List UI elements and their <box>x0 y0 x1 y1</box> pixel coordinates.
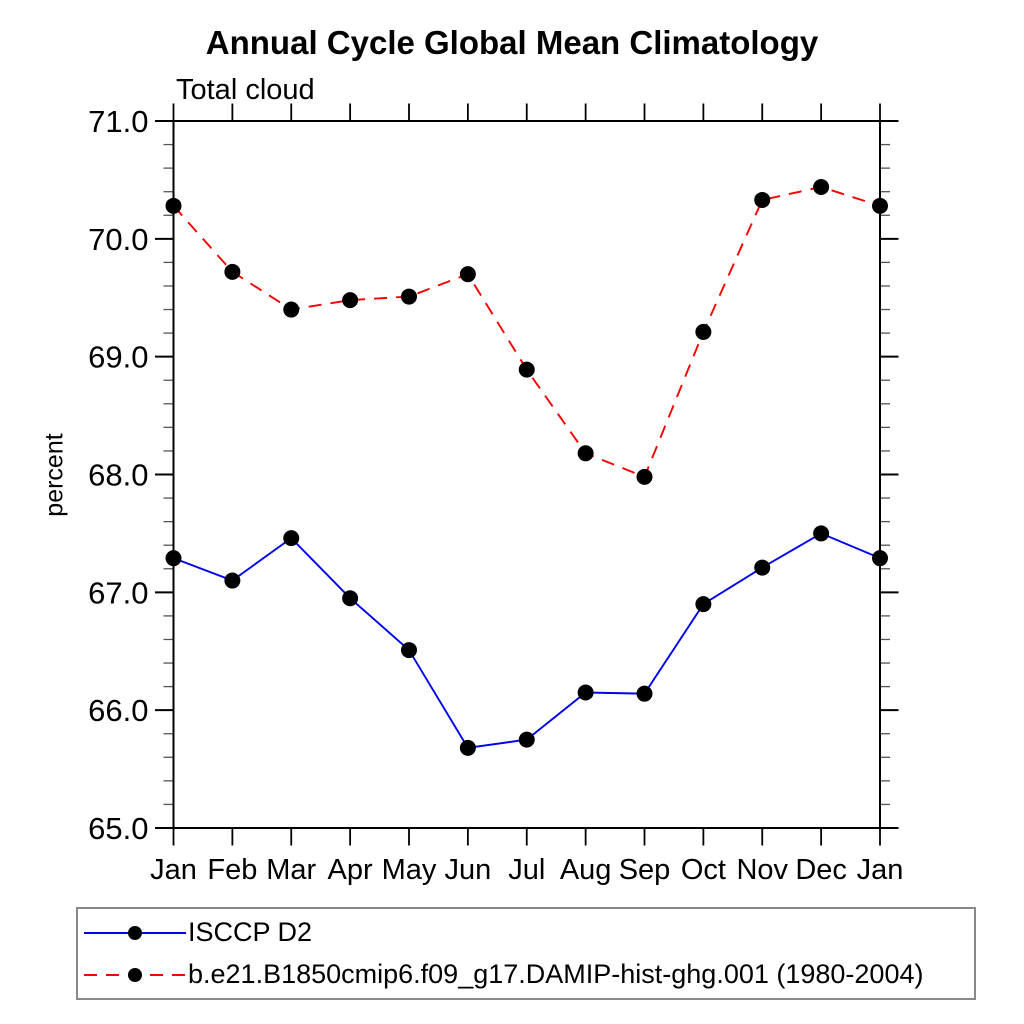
svg-text:69.0: 69.0 <box>88 340 148 375</box>
svg-text:Jul: Jul <box>508 854 545 886</box>
svg-text:Jan: Jan <box>857 854 904 886</box>
chart-subtitle: Total cloud <box>176 74 315 106</box>
svg-text:66.0: 66.0 <box>88 693 148 728</box>
svg-text:May: May <box>382 854 437 886</box>
svg-text:Apr: Apr <box>328 854 373 886</box>
chart-title: Annual Cycle Global Mean Climatology <box>205 24 819 61</box>
svg-text:65.0: 65.0 <box>88 811 148 846</box>
svg-text:Mar: Mar <box>266 854 316 886</box>
svg-text:Jan: Jan <box>150 854 197 886</box>
svg-text:Dec: Dec <box>795 854 847 886</box>
svg-text:Aug: Aug <box>560 854 612 886</box>
svg-text:Feb: Feb <box>207 854 257 886</box>
svg-text:Jun: Jun <box>444 854 491 886</box>
legend: ISCCP D2 b.e21.B1850cmip6.f09_g17.DAMIP-… <box>76 907 976 1000</box>
svg-text:Oct: Oct <box>681 854 726 886</box>
svg-text:68.0: 68.0 <box>88 458 148 493</box>
svg-text:67.0: 67.0 <box>88 575 148 610</box>
legend-item: ISCCP D2 <box>82 916 974 950</box>
legend-line-sample <box>84 925 186 940</box>
svg-text:Sep: Sep <box>619 854 671 886</box>
legend-line-sample <box>84 967 186 982</box>
svg-text:Nov: Nov <box>736 854 788 886</box>
legend-item-label: b.e21.B1850cmip6.f09_g17.DAMIP-hist-ghg.… <box>188 959 924 989</box>
legend-item-label: ISCCP D2 <box>188 917 313 947</box>
svg-text:70.0: 70.0 <box>88 222 148 257</box>
svg-text:71.0: 71.0 <box>88 104 148 139</box>
legend-item: b.e21.B1850cmip6.f09_g17.DAMIP-hist-ghg.… <box>82 958 974 992</box>
